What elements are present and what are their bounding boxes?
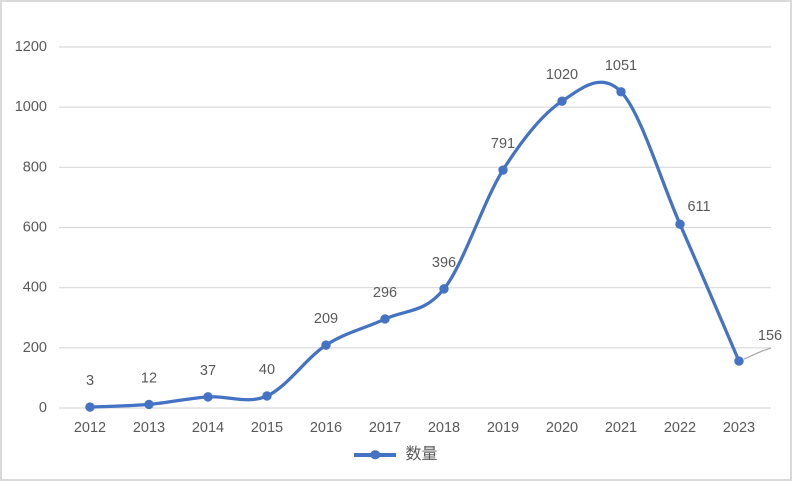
data-label-2019: 791 [491, 136, 515, 152]
y-axis-tick-label-0: 0 [39, 400, 47, 416]
data-label-2014: 37 [200, 363, 216, 379]
data-point-marker-2012[interactable] [85, 402, 95, 412]
data-label-2023: 156 [758, 328, 782, 344]
data-point-marker-2017[interactable] [380, 314, 390, 324]
data-point-marker-2016[interactable] [321, 340, 331, 350]
data-label-2020: 1020 [546, 67, 578, 83]
x-axis-tick-label-2020: 2020 [546, 420, 578, 436]
y-axis-tick-label-200: 200 [23, 340, 47, 356]
x-axis-tick-label-2021: 2021 [605, 420, 637, 436]
x-axis-tick-label-2017: 2017 [369, 420, 401, 436]
data-label-2017: 296 [373, 285, 397, 301]
series-line[interactable] [88, 80, 741, 409]
y-axis-tick-label-400: 400 [23, 280, 47, 296]
data-label-2018: 396 [432, 255, 456, 271]
data-label-2016: 209 [314, 311, 338, 327]
data-point-marker-2014[interactable] [203, 392, 213, 402]
legend-dot-icon [370, 450, 381, 460]
data-point-marker-2015[interactable] [262, 391, 272, 401]
data-point-marker-2013[interactable] [144, 399, 154, 410]
data-point-marker-2023[interactable] [734, 356, 744, 366]
data-label-2012: 3 [86, 373, 94, 389]
data-point-marker-2020[interactable] [557, 96, 567, 106]
x-axis-tick-label-2022: 2022 [664, 420, 696, 436]
y-axis-tick-label-1000: 1000 [15, 99, 47, 115]
x-axis-tick-label-2014: 2014 [192, 420, 224, 436]
x-axis-tick-label-2018: 2018 [428, 420, 460, 436]
data-label-leader-line [743, 347, 772, 360]
y-axis-tick-label-1200: 1200 [15, 39, 47, 55]
x-axis-tick-label-2016: 2016 [310, 420, 342, 436]
data-point-marker-2019[interactable] [498, 165, 508, 175]
x-axis-tick-label-2019: 2019 [487, 420, 519, 436]
y-axis-tick-label-800: 800 [23, 159, 47, 175]
x-axis-tick-label-2013: 2013 [133, 420, 165, 436]
x-axis-tick-label-2012: 2012 [74, 420, 106, 436]
data-label-2015: 40 [259, 362, 275, 378]
y-axis-tick-label-600: 600 [23, 220, 47, 236]
legend-series-label: 数量 [405, 446, 438, 463]
data-point-marker-2018[interactable] [439, 284, 449, 294]
chart-legend[interactable]: 数量 [2, 444, 790, 466]
x-axis-tick-label-2015: 2015 [251, 420, 283, 436]
data-point-marker-2021[interactable] [616, 87, 626, 97]
data-label-2021: 1051 [605, 58, 637, 74]
data-label-2022: 611 [687, 199, 710, 215]
data-point-marker-2022[interactable] [675, 219, 685, 229]
data-label-2013: 12 [141, 370, 157, 386]
legend-line-marker-icon [354, 450, 397, 460]
x-axis-tick-label-2023: 2023 [723, 420, 755, 436]
